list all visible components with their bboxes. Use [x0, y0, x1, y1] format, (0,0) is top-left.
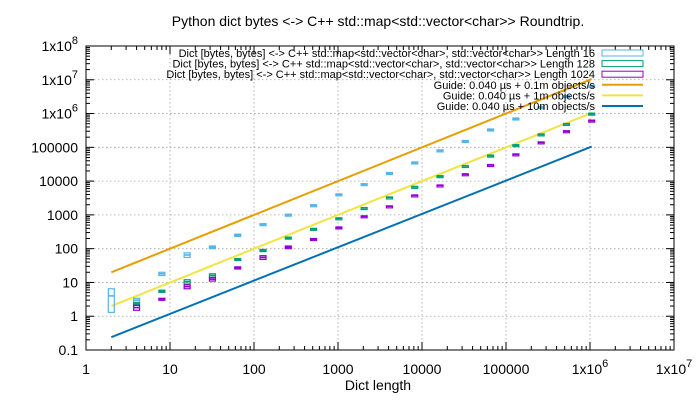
legend-swatch-box [601, 60, 644, 68]
x-tick-label: 1000 [322, 361, 353, 377]
legend-label: Dict [bytes, bytes] <-> C++ std::map<std… [179, 48, 595, 60]
y-tick-label: 0.1 [59, 342, 79, 358]
y-tick-label: 1x106 [42, 103, 78, 122]
grid [86, 46, 674, 350]
x-tick-label: 1 [82, 361, 90, 377]
x-tick-label: 10 [162, 361, 178, 377]
legend-label: Dict [bytes, bytes] <-> C++ std::map<std… [172, 59, 595, 71]
y-tick-label: 1 [70, 308, 78, 324]
x-tick-label: 10000 [403, 361, 442, 377]
y-tick-label: 10 [62, 274, 78, 290]
box-markers [107, 84, 596, 313]
x-tick-label: 1x106 [572, 358, 608, 377]
box-marker [107, 288, 115, 313]
legend-label: Guide: 0.040 µs + 0.1m objects/s [434, 80, 596, 92]
axis-ticks: 1 10 100 1000 10000 100000 1x106 1x1070.1110100… [31, 35, 692, 377]
x-tick-label: 1x107 [656, 358, 692, 377]
legend: Dict [bytes, bytes] <-> C++ std::map<std… [166, 48, 644, 113]
y-tick-label-exponent: 6 [72, 103, 78, 115]
guide-line [110, 111, 593, 308]
guide-line [110, 78, 593, 274]
y-tick-label: 10000 [39, 173, 78, 189]
x-tick-label-exponent: 7 [686, 358, 692, 370]
legend-label: Guide: 0.040 µs + 10m objects/s [437, 101, 596, 113]
legend-label: Dict [bytes, bytes] <-> C++ std::map<std… [166, 69, 595, 81]
legend-label: Guide: 0.040 µs + 1m objects/s [443, 90, 596, 102]
legend-swatch-box [601, 49, 644, 57]
plot-frame [85, 45, 675, 351]
y-tick-label-exponent: 8 [72, 35, 78, 47]
guide-line [110, 145, 593, 339]
legend-swatch-box [601, 70, 644, 78]
x-axis-title: Dict length [345, 377, 411, 393]
y-tick-label: 1000 [47, 207, 78, 223]
x-tick-label-exponent: 6 [602, 358, 608, 370]
y-tick-label: 100000 [31, 139, 78, 155]
chart-title: Python dict bytes <-> C++ std::map<std::… [172, 13, 584, 29]
y-tick-label-exponent: 7 [72, 69, 78, 81]
x-tick-label: 100000 [483, 361, 530, 377]
x-tick-label: 100 [242, 361, 266, 377]
guide-lines [110, 78, 593, 339]
y-tick-label: 1x107 [42, 69, 78, 88]
y-tick-label: 100 [55, 241, 79, 257]
y-tick-label: 1x108 [42, 35, 78, 54]
